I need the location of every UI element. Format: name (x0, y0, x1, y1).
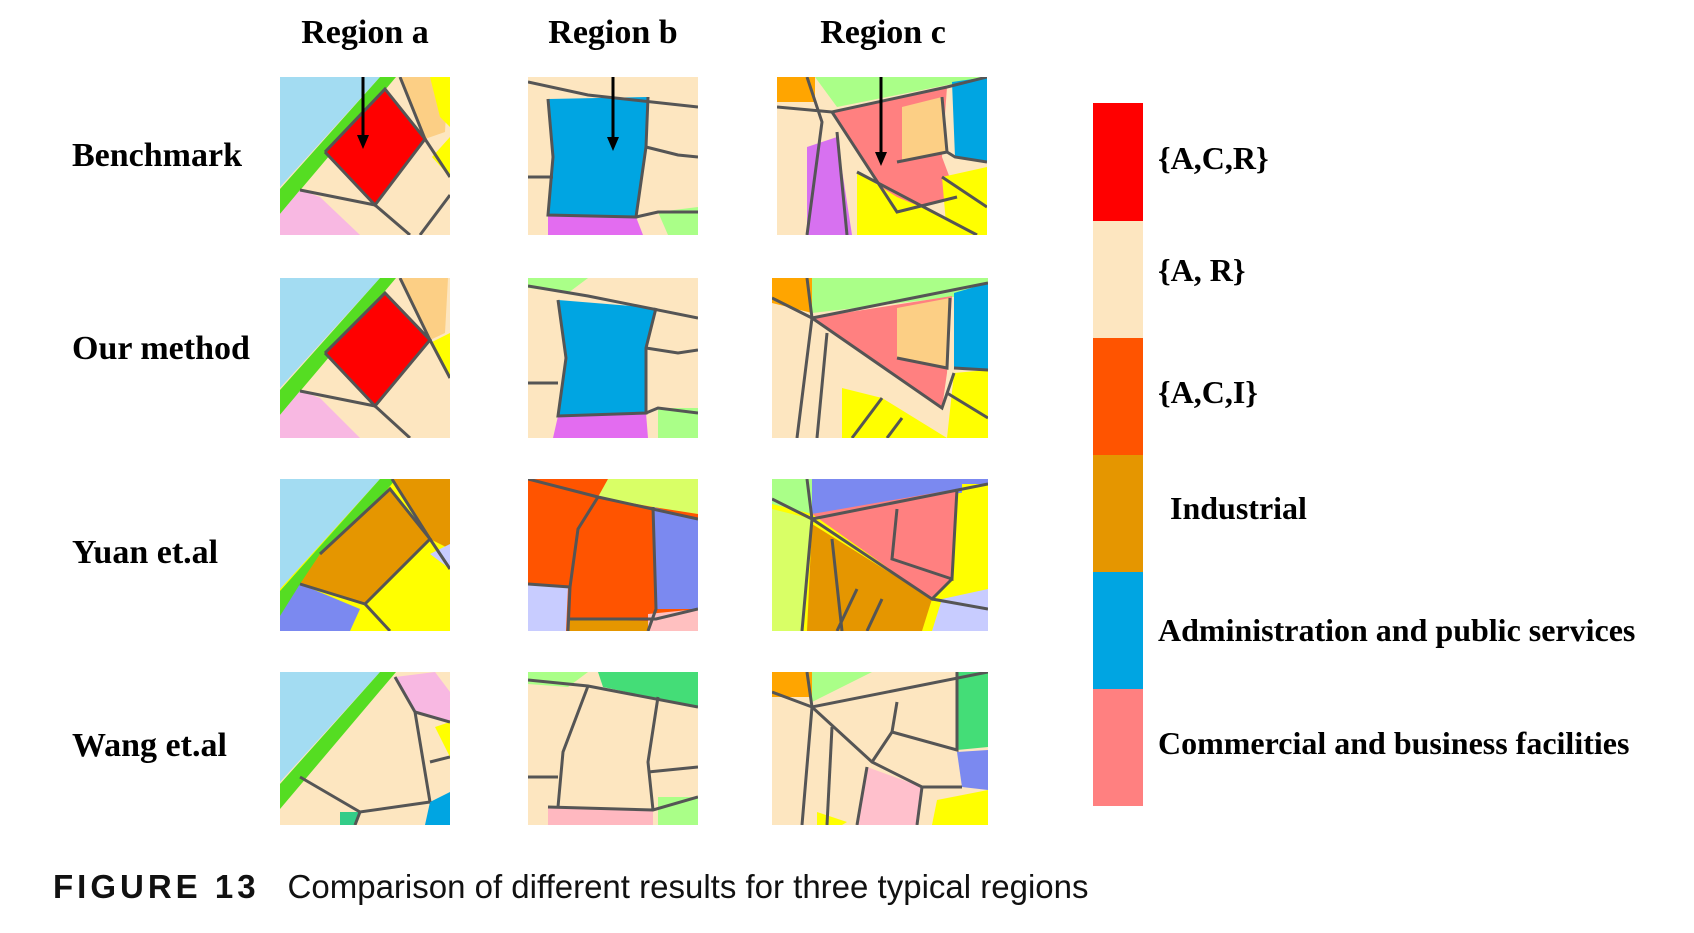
legend-label-ar: {A, R} (1158, 252, 1246, 288)
caption-text: Comparison of different results for thre… (287, 868, 1089, 905)
map-wang-region-c (772, 672, 988, 825)
legend-swatch-ar (1093, 221, 1143, 338)
map-wang-region-a (280, 672, 450, 825)
legend-label-aci: {A,C,I} (1158, 374, 1258, 410)
map-our-method-region-c (772, 278, 988, 438)
map-benchmark-region-a (280, 77, 450, 235)
column-header-region-c: Region c (820, 14, 946, 51)
map-benchmark-region-b (528, 77, 698, 235)
row-label-our-method: Our method (72, 330, 250, 367)
legend-swatch-industrial (1093, 455, 1143, 572)
map-wang-region-b (528, 672, 698, 825)
legend-label-industrial: Industrial (1170, 490, 1307, 526)
row-label-benchmark: Benchmark (72, 137, 242, 174)
map-benchmark-region-c (777, 77, 987, 235)
legend-swatch-administration (1093, 572, 1143, 689)
figure-caption: FIGURE 13 Comparison of different results… (53, 868, 1089, 906)
legend-swatch-aci (1093, 338, 1143, 455)
column-header-region-a: Region a (301, 14, 429, 51)
map-yuan-region-b (528, 479, 698, 631)
map-yuan-region-a (280, 479, 450, 631)
legend-label-acr: {A,C,R} (1158, 140, 1269, 176)
map-our-method-region-a (280, 278, 450, 438)
figure-number: FIGURE 13 (53, 868, 260, 905)
row-label-yuan: Yuan et.al (72, 534, 219, 571)
legend-swatch-acr (1093, 103, 1143, 221)
legend-swatch-commercial (1093, 689, 1143, 806)
row-label-wang: Wang et.al (72, 727, 227, 764)
legend-label-administration: Administration and public services (1158, 612, 1636, 648)
legend-label-commercial: Commercial and business facilities (1158, 725, 1630, 761)
map-our-method-region-b (528, 278, 698, 438)
map-yuan-region-c (772, 479, 988, 631)
column-header-region-b: Region b (548, 14, 678, 51)
